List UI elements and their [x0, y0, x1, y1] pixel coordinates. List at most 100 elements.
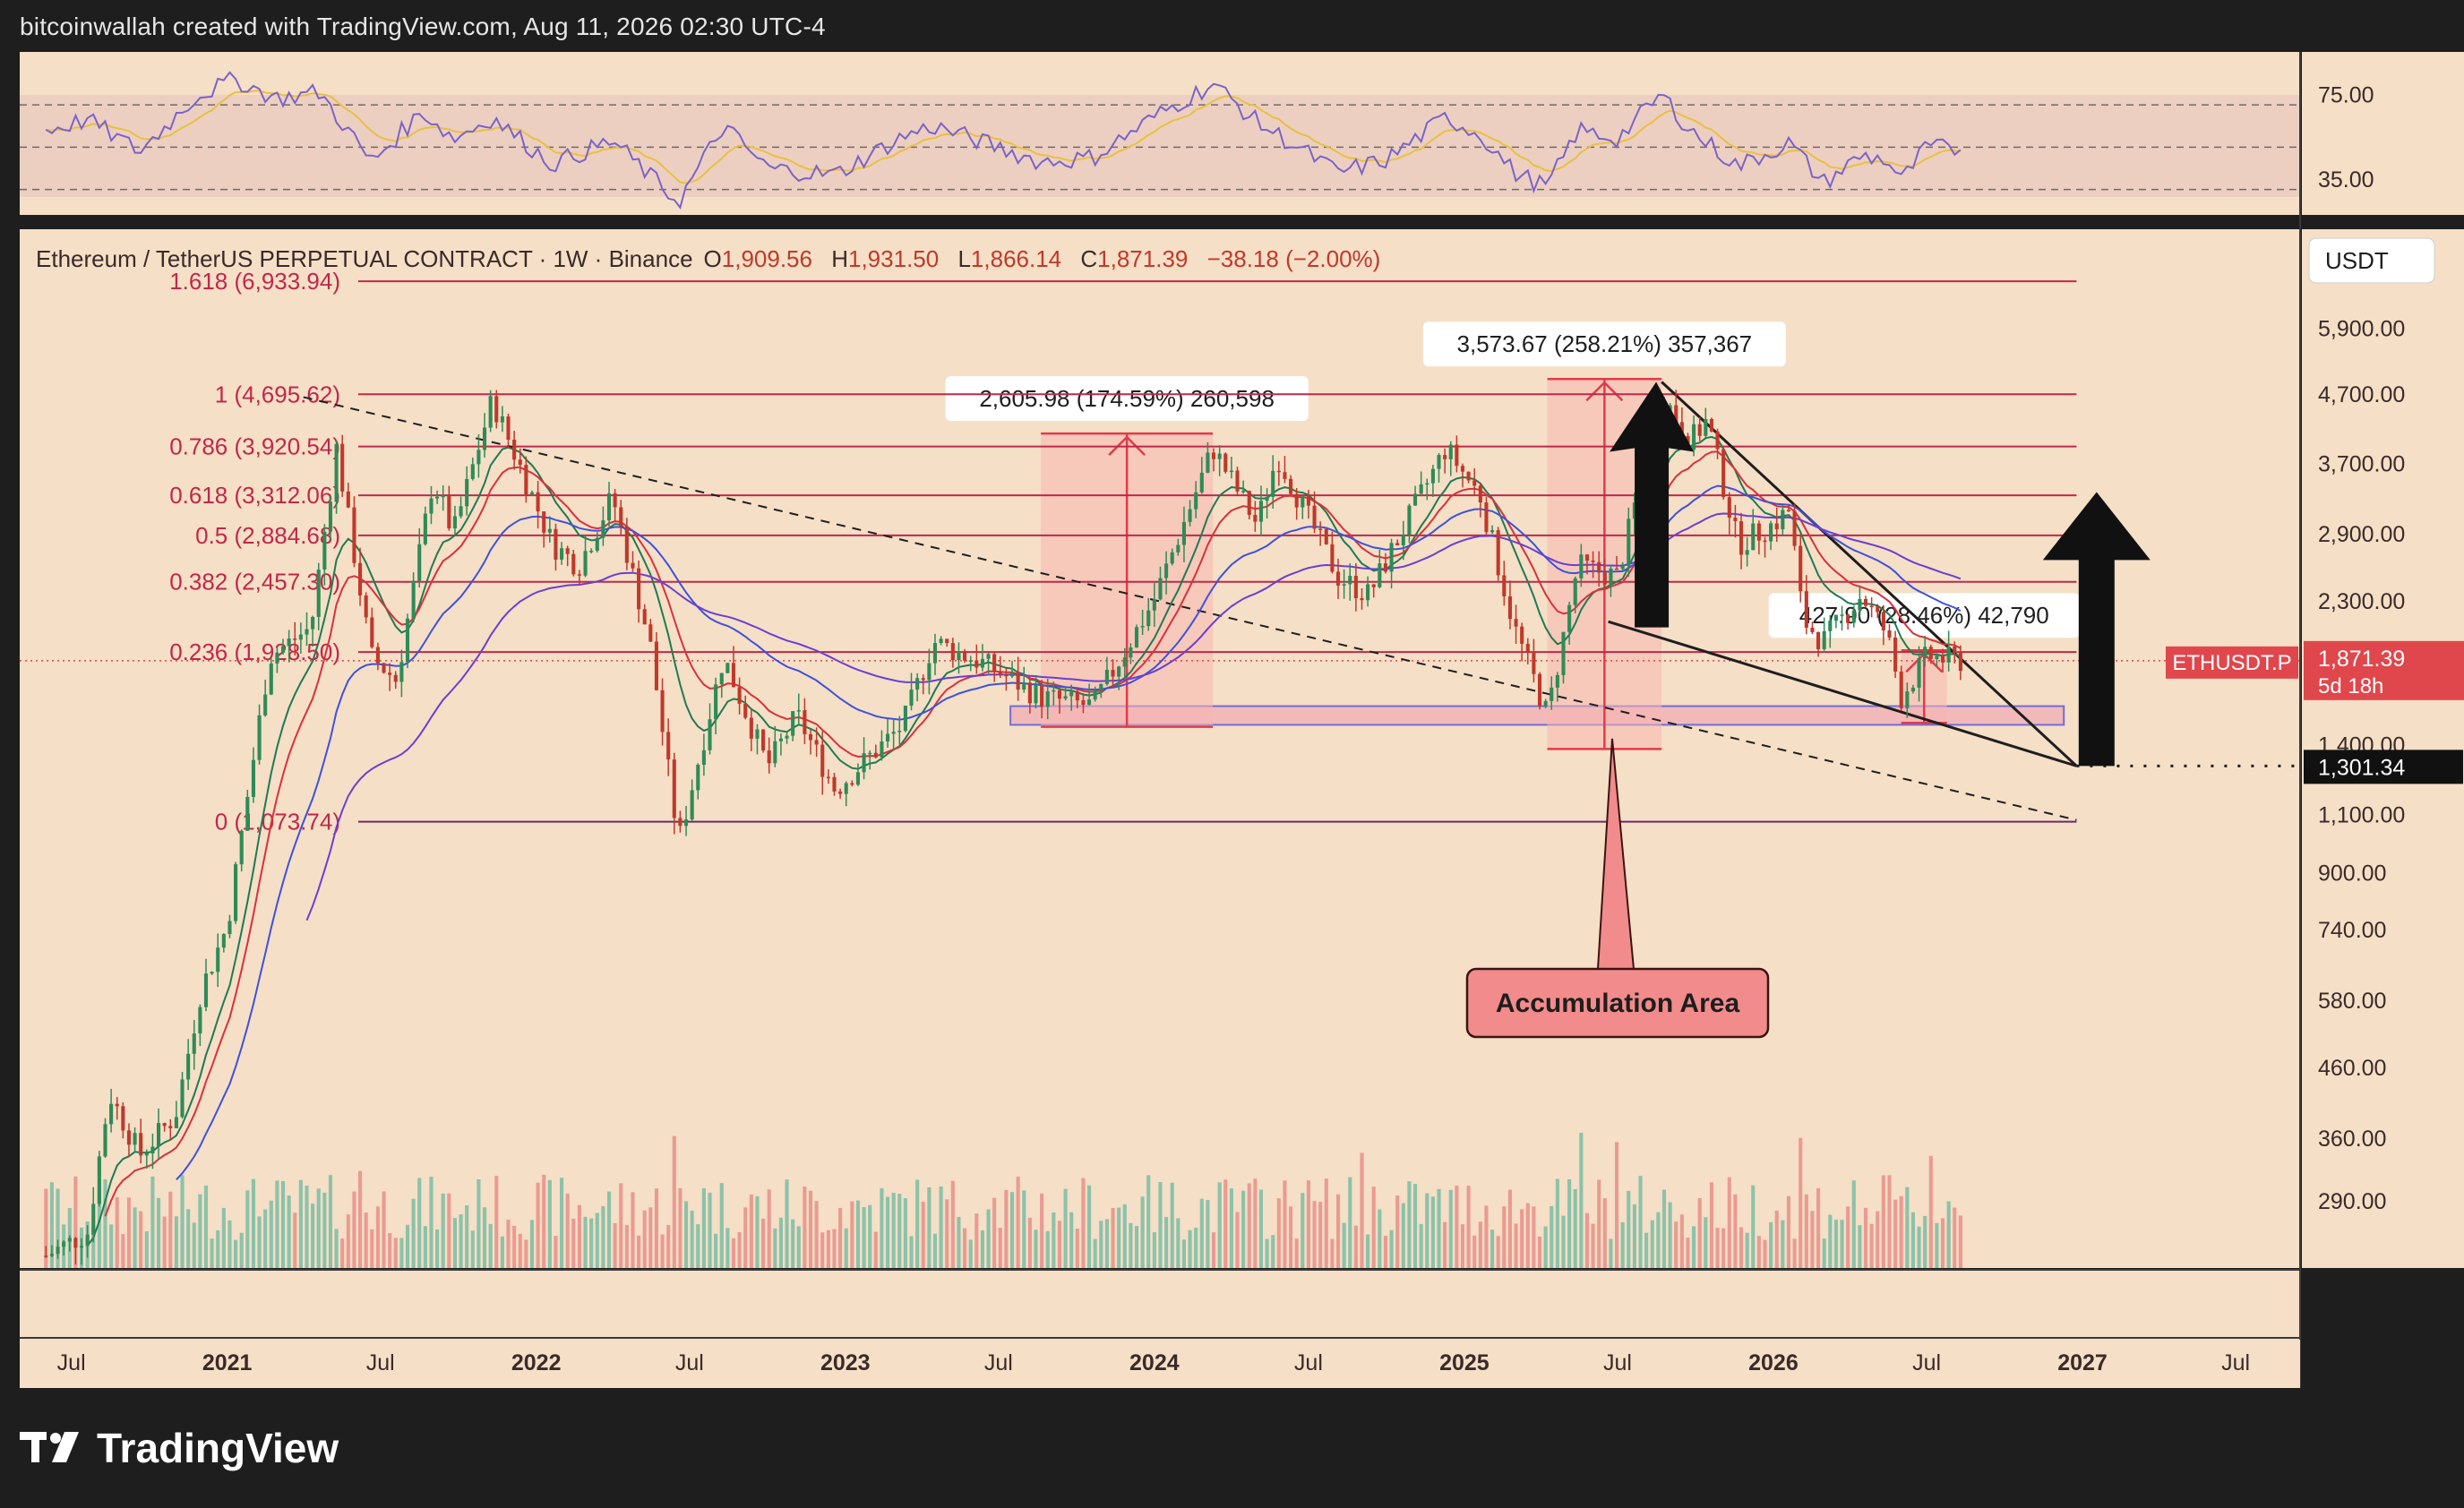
volume-layer [44, 1132, 1962, 1268]
volume-bar [1958, 1215, 1962, 1268]
candle [1258, 485, 1264, 536]
tradingview-logo-icon [20, 1430, 84, 1466]
candle-body [785, 735, 789, 739]
candle [1223, 452, 1228, 474]
fib-label: 0.618 (3,312.06) [169, 482, 340, 509]
time-tick-label: Jul [1294, 1350, 1323, 1375]
volume-bar [1923, 1215, 1927, 1268]
candle [97, 1151, 101, 1207]
candle-body [1407, 505, 1412, 536]
volume-bar [1840, 1220, 1844, 1268]
candle [269, 658, 273, 696]
candle-body [459, 506, 463, 517]
candle [280, 638, 286, 655]
symbol-tag: ETHUSDT.P [2172, 651, 2291, 675]
candle-body [974, 660, 979, 668]
volume-bar [773, 1228, 777, 1268]
candle [1953, 641, 1957, 664]
volume-bar [957, 1216, 961, 1268]
candle-body [1781, 510, 1785, 530]
candle [1573, 576, 1577, 613]
candle-body [1318, 528, 1323, 530]
volume-bar [482, 1207, 487, 1268]
volume-bar [1146, 1175, 1151, 1268]
volume-bar [1129, 1222, 1133, 1268]
volume-bar [1561, 1215, 1566, 1268]
candle-body [678, 818, 683, 827]
candle-body [950, 643, 955, 661]
candle-body [968, 660, 973, 663]
candle [1490, 525, 1495, 535]
candle [103, 1118, 107, 1158]
candle-body [1507, 595, 1512, 620]
candle-body [542, 511, 546, 533]
volume-bar [1893, 1199, 1898, 1268]
candle [1099, 683, 1103, 698]
volume-bar [1953, 1207, 1957, 1268]
candle [305, 612, 309, 647]
volume-bar [1247, 1183, 1251, 1268]
candle [1241, 480, 1246, 494]
volume-bar [1804, 1194, 1808, 1268]
volume-bar [1686, 1238, 1690, 1268]
candle-body [606, 493, 612, 521]
candle [1478, 482, 1482, 518]
candle-body [1627, 518, 1631, 567]
candle-body [1063, 696, 1068, 699]
volume-bar [755, 1195, 760, 1268]
candle-body [1146, 610, 1151, 627]
candle-body [174, 1117, 178, 1128]
candle [1057, 687, 1062, 714]
candle-body [358, 562, 363, 595]
candle [524, 456, 528, 503]
candle-body [115, 1103, 119, 1107]
candle-body [1443, 455, 1447, 459]
currency-button[interactable] [2308, 237, 2435, 284]
candle-body [340, 443, 345, 492]
tradingview-logo[interactable]: TradingView [20, 1424, 339, 1472]
candle-body [696, 764, 700, 791]
volume-bar [1484, 1205, 1489, 1268]
candle [832, 772, 837, 796]
candle-body [1170, 552, 1174, 564]
candle [986, 652, 991, 674]
candle-body [251, 759, 255, 797]
candle [921, 674, 925, 695]
volume-bar [494, 1176, 499, 1268]
candle-body [1543, 700, 1548, 707]
candle [1366, 576, 1370, 607]
price-tick-label: 900.00 [2318, 861, 2386, 887]
candle [210, 971, 214, 975]
volume-bar [1052, 1212, 1056, 1268]
volume-bar [1045, 1230, 1050, 1268]
candle [1395, 539, 1400, 546]
volume-bar [719, 1183, 724, 1268]
volume-bar [506, 1220, 511, 1268]
candle [429, 485, 434, 525]
candle [1425, 478, 1429, 501]
volume-bar [1027, 1217, 1032, 1268]
candle [1117, 665, 1121, 690]
volume-bar [791, 1219, 795, 1268]
volume-bar [251, 1178, 255, 1268]
volume-bar [619, 1183, 623, 1268]
rsi-line [45, 71, 1962, 210]
tradingview-logo-text: TradingView [97, 1425, 339, 1471]
candle [370, 607, 374, 649]
volume-bar [1366, 1234, 1370, 1268]
volume-bar [1573, 1188, 1577, 1268]
candle [968, 655, 973, 672]
candle-body [287, 638, 291, 647]
volume-bar [601, 1205, 605, 1268]
candle-body [844, 783, 848, 794]
candle [168, 1118, 173, 1141]
candle [465, 466, 469, 516]
volume-bar [429, 1177, 434, 1268]
volume-bar [778, 1217, 783, 1268]
candle-body [1289, 478, 1293, 494]
volume-bar [1756, 1236, 1761, 1268]
volume-bar [880, 1187, 884, 1268]
candle [459, 496, 463, 518]
candle-body [583, 551, 588, 576]
